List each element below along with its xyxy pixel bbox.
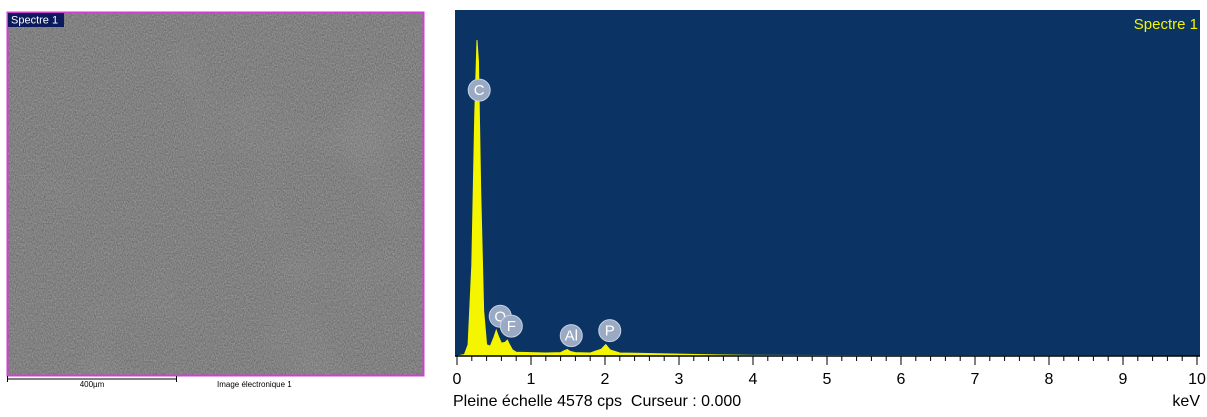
peak-marker bbox=[499, 314, 523, 338]
peak-marker bbox=[467, 78, 491, 102]
peak-marker bbox=[598, 319, 622, 343]
peak-label: O bbox=[494, 308, 506, 325]
x-axis-label: keV bbox=[1172, 393, 1200, 410]
x-tick-label: 7 bbox=[971, 371, 980, 388]
peak-marker bbox=[559, 324, 583, 348]
x-tick-label: 1 bbox=[527, 371, 536, 388]
chart-title: Spectre 1 bbox=[1134, 16, 1198, 33]
chart-footer: Pleine échelle 4578 cps Curseur : 0.000 bbox=[453, 393, 741, 410]
x-tick-label: 10 bbox=[1188, 371, 1206, 388]
scale-bar-label: 400µm bbox=[80, 380, 105, 389]
x-tick-label: 2 bbox=[601, 371, 610, 388]
scale-bar: 400µm Image électronique 1 bbox=[7, 376, 292, 389]
x-tick-label: 4 bbox=[749, 371, 758, 388]
x-tick-label: 0 bbox=[453, 371, 462, 388]
peak-label: Al bbox=[565, 328, 578, 345]
x-tick-label: 6 bbox=[897, 371, 906, 388]
image-label: Spectre 1 bbox=[11, 14, 58, 26]
x-tick-label: 9 bbox=[1119, 371, 1128, 388]
peak-label: P bbox=[605, 323, 615, 340]
peak-label: C bbox=[474, 82, 485, 99]
x-tick-label: 5 bbox=[823, 371, 832, 388]
spectrum-chart: Spectre 1 0 1 2 3 4 5 6 7 8 9 10 C OF Al P Pleine échell… bbox=[453, 10, 1206, 410]
x-tick-label: 3 bbox=[675, 371, 684, 388]
plot-background bbox=[455, 10, 1200, 356]
x-tick-label: 8 bbox=[1045, 371, 1054, 388]
sem-image: Spectre 1 bbox=[6, 11, 425, 377]
image-caption: Image électronique 1 bbox=[217, 380, 292, 389]
peak-label: F bbox=[507, 318, 516, 335]
